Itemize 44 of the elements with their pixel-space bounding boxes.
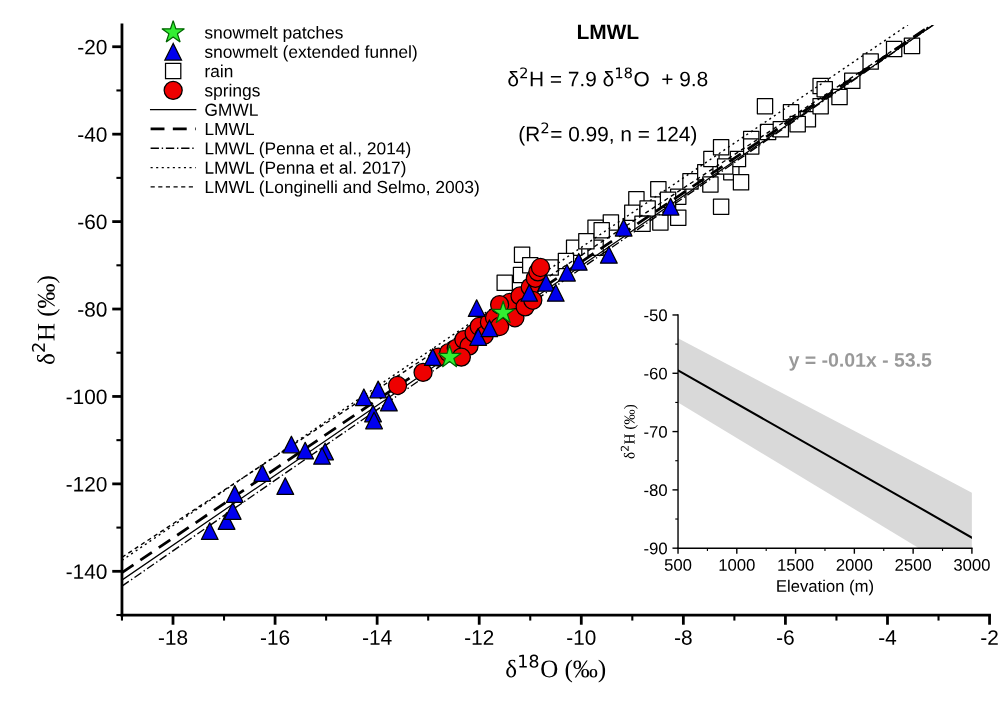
x-tick-label: -8 (675, 630, 692, 645)
annotation: y = -0.01x - 53.5 (788, 353, 932, 371)
y-tick-label: -20 (78, 39, 107, 55)
x-tick-label: 2500 (895, 559, 932, 571)
annotation: LMWL (577, 24, 639, 40)
x-tick-label: -18 (158, 630, 188, 645)
x-tick-label: -14 (363, 630, 392, 645)
y-tick-label: -60 (78, 214, 107, 230)
y-tick-label: -120 (66, 476, 107, 492)
legend-label: LMWL (205, 123, 254, 136)
y-tick-label: -100 (66, 389, 107, 405)
x-tick-label: 2000 (836, 559, 873, 571)
y-axis-title: δ$^{2}$H (‰) (31, 276, 60, 365)
x-tick-label: -6 (777, 630, 794, 645)
y-tick-label: -50 (644, 309, 667, 322)
legend-label: springs (204, 83, 260, 101)
annotation: (R$^{2}$= 0.99, n = 124) (519, 122, 697, 146)
legend-label: GMWL (205, 103, 258, 116)
legend-label: rain (205, 64, 233, 78)
x-tick-label: 1000 (719, 559, 755, 571)
x-tick-label: -4 (879, 630, 897, 645)
x-tick-label: 3000 (954, 559, 990, 571)
y-tick-label: -140 (66, 564, 107, 580)
x-tick-label: -16 (260, 630, 290, 645)
x-tick-label: 1500 (778, 559, 814, 571)
x-tick-label: 500 (664, 559, 692, 571)
legend-label: LMWL (Longinelli and Selmo, 2003) (205, 180, 479, 197)
x-tick-label: -12 (465, 630, 494, 645)
y-tick-label: -60 (644, 367, 667, 380)
annotation: δ$^{2}$H = 7.9 δ$^{18}$O + 9.8 (508, 67, 708, 87)
y-tick-label: -80 (644, 484, 667, 497)
y-tick-label: -40 (78, 127, 107, 142)
legend-label: LMWL (Penna et al., 2014) (205, 141, 411, 158)
legend-label: snowmelt (extended funnel) (204, 45, 417, 62)
x-axis-title: δ$^{18}$O (‰) (506, 654, 606, 683)
legend-label: snowmelt patches (204, 25, 343, 43)
x-axis-title: Elevation (m) (777, 579, 874, 596)
y-axis-title: δ$^{2}$H (‰) (620, 404, 638, 459)
x-tick-label: -2 (981, 630, 998, 645)
x-tick-label: -10 (567, 630, 596, 645)
y-tick-label: -70 (644, 425, 667, 438)
legend-label: LMWL (Penna et al. 2017) (205, 161, 406, 178)
y-tick-label: -80 (78, 302, 107, 317)
y-tick-label: -90 (644, 542, 667, 555)
